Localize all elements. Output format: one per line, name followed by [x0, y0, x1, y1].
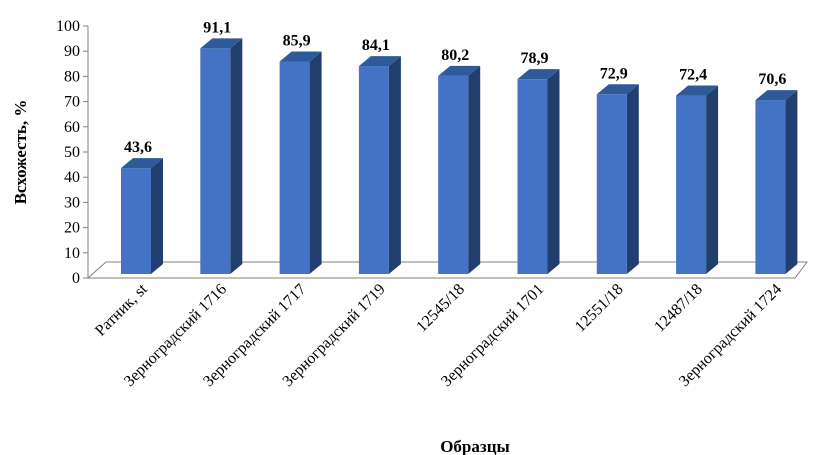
bar [121, 158, 163, 274]
y-tick-label: 90 [64, 43, 80, 60]
data-label: 70,6 [758, 71, 786, 88]
bar-front [438, 75, 469, 274]
y-tick-labels: 0 10 20 30 40 50 60 70 80 90 100 [56, 18, 80, 287]
data-label: 85,9 [283, 33, 311, 50]
data-labels: 43,6 91,1 85,9 84,1 80,2 78,9 72,9 72,4 70,6 [124, 19, 786, 156]
y-tick-label: 80 [64, 68, 80, 85]
data-label: 78,9 [521, 50, 549, 67]
category-label: 12487/18 [651, 281, 706, 336]
bar-top [517, 69, 560, 80]
y-tick-label: 50 [64, 144, 80, 161]
bar-top [755, 90, 798, 101]
y-tick-label: 0 [72, 270, 80, 287]
bar-side [785, 90, 798, 274]
bar [517, 69, 560, 274]
bar-side [151, 158, 163, 274]
bar [755, 90, 798, 274]
bar-top [358, 56, 401, 67]
bar-front [596, 94, 627, 275]
y-tick-label: 10 [64, 245, 80, 262]
bars [121, 38, 798, 275]
floor-plane [86, 261, 808, 279]
bar-top [121, 158, 163, 169]
category-label: 12545/18 [413, 281, 468, 336]
bar-top [438, 65, 481, 76]
data-label: 84,1 [362, 37, 390, 54]
bar-front [279, 61, 310, 275]
bar [438, 65, 481, 275]
bar [279, 51, 322, 275]
bar [200, 38, 243, 274]
category-label: Ратник, st [92, 280, 151, 339]
y-axis-title: Всхожесть, % [11, 100, 30, 205]
bar [358, 56, 401, 275]
bar-side [468, 65, 481, 275]
y-tick-label: 100 [56, 18, 80, 35]
bar-side [309, 51, 322, 275]
x-axis-title: Образцы [440, 437, 510, 455]
y-tick-label: 60 [64, 119, 80, 136]
bar-front [676, 95, 707, 274]
bar-side [706, 85, 719, 274]
y-tick-label: 70 [64, 94, 80, 111]
bar-side [547, 69, 560, 274]
category-label: 12551/18 [572, 281, 627, 336]
bar-front [200, 48, 231, 274]
bar [676, 85, 719, 274]
data-label: 80,2 [441, 47, 469, 64]
bar [596, 84, 639, 275]
y-axis [83, 25, 89, 279]
data-label: 72,9 [600, 65, 628, 82]
chart-floor [86, 261, 808, 279]
bar-front [517, 79, 548, 274]
bar-side [388, 56, 401, 275]
data-label: 91,1 [203, 19, 231, 36]
bar-front [358, 66, 389, 275]
y-tick-label: 30 [64, 194, 80, 211]
bar-top [279, 51, 322, 62]
bar-side [626, 84, 639, 275]
bar-side [230, 38, 243, 274]
bar-top [200, 38, 243, 49]
bar-top [596, 84, 639, 95]
data-label: 43,6 [124, 139, 152, 156]
y-tick-label: 20 [64, 220, 80, 237]
bar-front [121, 168, 151, 274]
bar-front [755, 100, 786, 274]
bar-top [676, 85, 719, 96]
y-tick-label: 40 [64, 169, 80, 186]
data-label: 72,4 [679, 67, 707, 84]
